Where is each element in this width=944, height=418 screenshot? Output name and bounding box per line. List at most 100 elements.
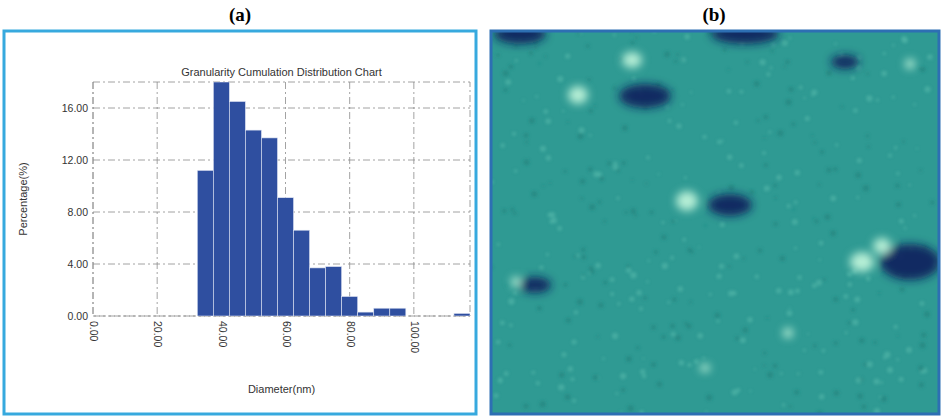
speckle [892,96,895,99]
texture [491,31,936,414]
x-grid-line [157,82,158,316]
speckle [920,67,926,73]
speckle [547,212,552,217]
speckle [740,337,746,343]
speckle [581,248,585,252]
bars [197,82,470,316]
speckle [667,301,670,304]
speckle [577,32,580,35]
speckle [596,336,598,338]
speckle [562,110,565,113]
speckle [780,256,786,262]
speckle [896,202,901,207]
speckle [549,182,551,184]
speckle [602,357,605,360]
speckle [694,359,699,364]
speckle [894,325,898,329]
speckle [580,179,586,185]
speckle [674,60,677,63]
speckle [639,307,643,311]
speckle [787,204,791,208]
speckle [626,268,631,273]
speckle [661,335,665,339]
surface-image [491,31,939,414]
speckle [537,306,542,311]
speckle [883,52,886,55]
speckle [576,254,580,258]
speckle [505,79,511,85]
speckle [768,130,771,133]
speckle [503,88,507,92]
speckle [789,405,792,408]
speckle [717,274,722,279]
speckle [558,384,564,390]
speckle [834,43,836,45]
speckle [916,147,918,149]
speckle [895,183,900,188]
speckle [789,37,792,40]
speckle [580,32,582,34]
speckle [563,283,567,287]
speckle [676,53,679,56]
speckle [642,357,644,359]
speckle [636,290,641,295]
speckle [524,159,530,165]
speckle [811,94,814,97]
speckle [847,272,852,277]
speckle [834,341,838,345]
speckle [876,98,879,101]
speckle [645,182,648,185]
speckle [593,375,598,380]
shadow [708,194,752,216]
speckle [856,377,862,383]
speckle [906,347,912,353]
speckle [924,311,930,317]
speckle [720,222,725,227]
speckle [794,390,799,395]
speckle [866,134,869,137]
speckle [505,284,507,286]
speckle [497,243,500,246]
speckle [681,59,683,61]
speckle [540,401,546,407]
speckle [687,363,691,367]
speckle [795,170,800,175]
speckle [509,64,514,69]
speckle [774,197,777,200]
x-tick-label: 80.00 [345,321,357,347]
speckle [913,214,916,217]
speckle [589,109,593,113]
speckle [874,379,880,385]
panel-label: (a) [229,4,251,26]
plot-frame [93,82,470,316]
speckle [616,196,619,199]
speckle [826,168,831,173]
speckle [776,175,781,180]
speckle [651,325,656,330]
speckle [671,219,675,223]
speckle [671,332,676,337]
speckle [881,396,887,402]
speckle [496,53,500,57]
speckle [788,289,794,295]
speckle [716,319,720,323]
speckle [899,287,904,292]
speckle [612,333,618,339]
speckle [593,171,599,177]
speckle [904,227,907,230]
speckle [690,250,694,254]
grain [511,277,521,287]
bar [374,308,390,316]
speckle [760,59,766,65]
speckle [566,318,571,323]
speckle [509,324,512,327]
speckle [762,151,766,155]
speckle [615,392,618,395]
speckle [881,71,887,77]
speckle [919,382,924,387]
speckle [668,119,672,123]
stage: (a)(b)Granularity Cumulation Distributio… [0,0,944,418]
speckle [803,349,806,352]
speckle [919,169,922,172]
speckle [919,342,925,348]
